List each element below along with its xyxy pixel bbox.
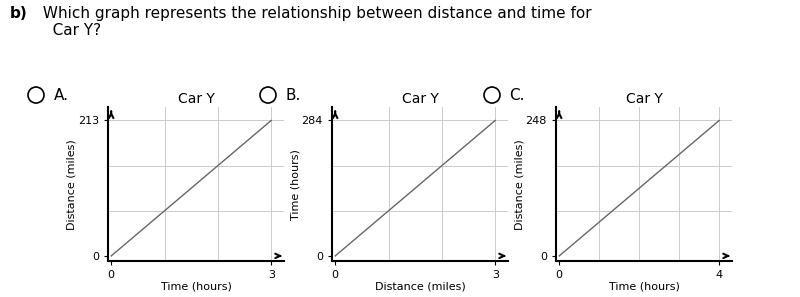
Title: Car Y: Car Y bbox=[402, 92, 438, 106]
Text: B.: B. bbox=[286, 88, 301, 102]
Text: Which graph represents the relationship between distance and time for
   Car Y?: Which graph represents the relationship … bbox=[38, 6, 592, 38]
Y-axis label: Time (hours): Time (hours) bbox=[290, 149, 300, 219]
Title: Car Y: Car Y bbox=[626, 92, 662, 106]
Y-axis label: Distance (miles): Distance (miles) bbox=[514, 139, 524, 230]
X-axis label: Time (hours): Time (hours) bbox=[161, 282, 231, 292]
X-axis label: Distance (miles): Distance (miles) bbox=[374, 282, 466, 292]
Text: b): b) bbox=[10, 6, 27, 21]
Title: Car Y: Car Y bbox=[178, 92, 214, 106]
Text: C.: C. bbox=[510, 88, 525, 102]
X-axis label: Time (hours): Time (hours) bbox=[609, 282, 679, 292]
Text: A.: A. bbox=[54, 88, 69, 102]
Y-axis label: Distance (miles): Distance (miles) bbox=[66, 139, 77, 230]
